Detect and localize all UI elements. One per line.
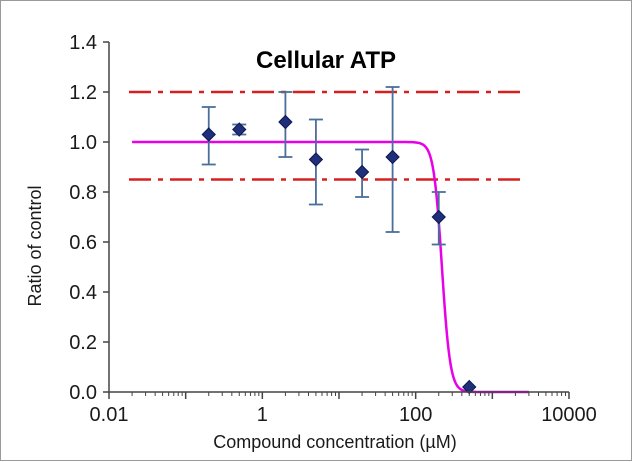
y-axis-title: Ratio of control: [25, 185, 45, 306]
tick-labels: 0.0 0.2 0.4 0.6 0.8 1.0 1.2 1.4 0.01 1 100 10000: [69, 32, 597, 426]
data-point: [385, 149, 400, 165]
y-tick-label: 1.4: [69, 32, 97, 54]
y-tick-label: 0.0: [69, 382, 97, 404]
fit-curve: [132, 140, 529, 394]
data-point: [278, 114, 293, 130]
x-tick-label: 100: [399, 404, 432, 426]
y-tick-label: 1.0: [69, 132, 97, 154]
y-tick-label: 0.2: [69, 332, 97, 354]
data-point: [232, 122, 247, 137]
x-tick-label: 10000: [541, 404, 597, 426]
data-point: [308, 152, 324, 167]
data-point: [431, 209, 446, 225]
data-point: [201, 127, 216, 142]
error-bars: [201, 86, 446, 246]
x-tick-label: 1: [257, 404, 268, 426]
chart-title: Cellular ATP: [256, 47, 396, 74]
y-tick-label: 1.2: [69, 82, 97, 104]
threshold-lines: [129, 90, 521, 181]
x-tick-label: 0.01: [90, 404, 129, 426]
y-tick-label: 0.6: [69, 232, 97, 254]
y-tick-label: 0.4: [69, 282, 97, 304]
data-points: [201, 114, 477, 395]
y-tick-label: 0.8: [69, 182, 97, 204]
data-point: [354, 164, 370, 180]
axes: [103, 41, 570, 399]
fit-curve-layer: [132, 140, 529, 394]
x-axis-title: Compound concentration (µM): [213, 432, 456, 452]
